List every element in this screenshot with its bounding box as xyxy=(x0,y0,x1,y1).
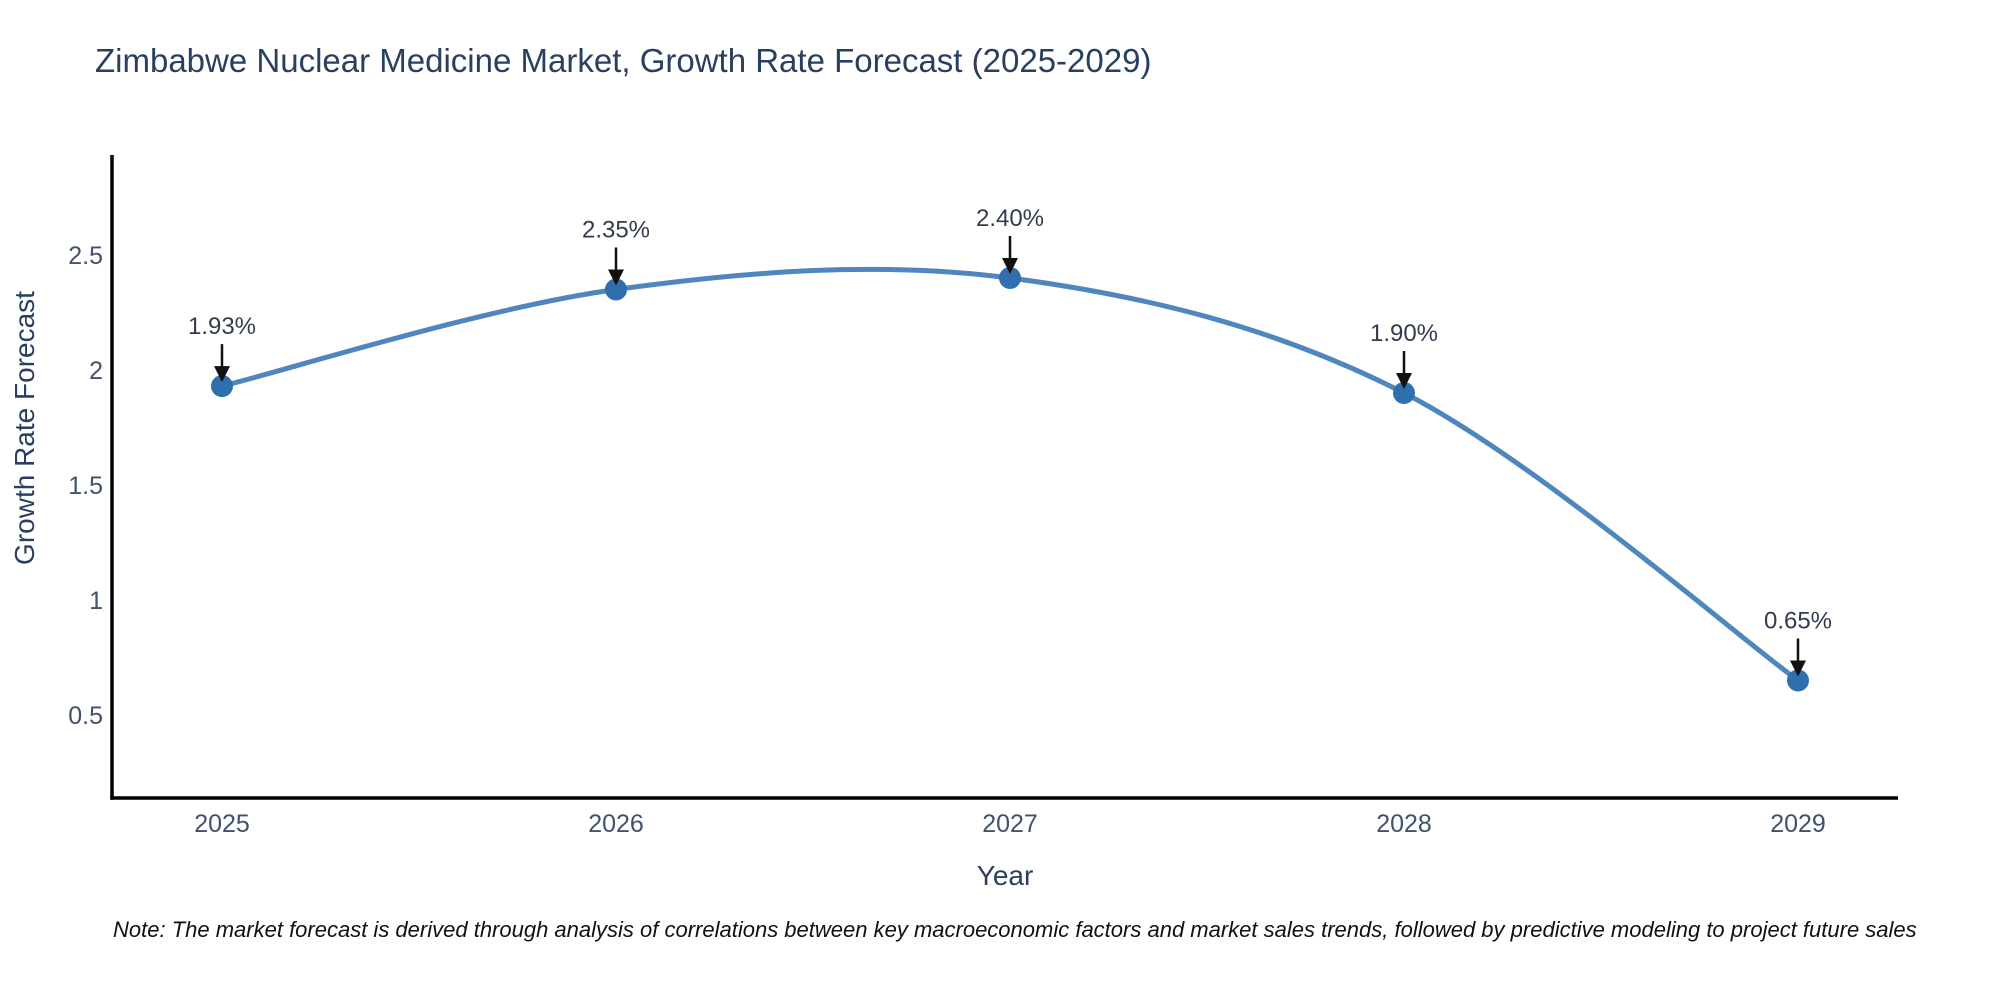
footnote: Note: The market forecast is derived thr… xyxy=(113,917,1917,942)
annotation-label: 0.65% xyxy=(1764,608,1832,635)
y-tick-label: 1 xyxy=(89,587,103,615)
data-point-marker[interactable] xyxy=(1393,382,1415,404)
data-point-marker[interactable] xyxy=(1787,669,1809,692)
y-tick-label: 2.5 xyxy=(68,242,103,270)
x-tick-label: 2025 xyxy=(194,810,250,838)
annotation-arrowhead xyxy=(608,269,624,286)
annotation-arrowhead xyxy=(1002,258,1018,274)
x-tick-label: 2027 xyxy=(982,810,1038,838)
data-point-marker[interactable] xyxy=(211,375,233,398)
x-axis-title: Year xyxy=(976,860,1034,891)
data-point-marker[interactable] xyxy=(605,278,627,301)
annotation-label: 1.93% xyxy=(188,313,256,340)
annotation-arrowhead xyxy=(1396,373,1412,389)
annotation-arrowhead xyxy=(214,366,230,383)
annotation-label: 1.90% xyxy=(1370,320,1438,347)
annotation-label: 2.40% xyxy=(976,205,1044,232)
chart-title: Zimbabwe Nuclear Medicine Market, Growth… xyxy=(95,42,1152,79)
y-tick-label: 1.5 xyxy=(68,472,103,500)
annotation-label: 2.35% xyxy=(582,217,650,244)
x-tick-label: 2028 xyxy=(1376,810,1432,838)
forecast-line xyxy=(219,266,1801,683)
y-tick-label: 2 xyxy=(89,357,103,385)
annotation-arrowhead xyxy=(1790,660,1806,677)
y-tick-label: 0.5 xyxy=(68,702,103,730)
x-tick-label: 2026 xyxy=(588,810,644,838)
x-tick-label: 2029 xyxy=(1770,810,1826,838)
data-point-marker[interactable] xyxy=(999,267,1021,289)
